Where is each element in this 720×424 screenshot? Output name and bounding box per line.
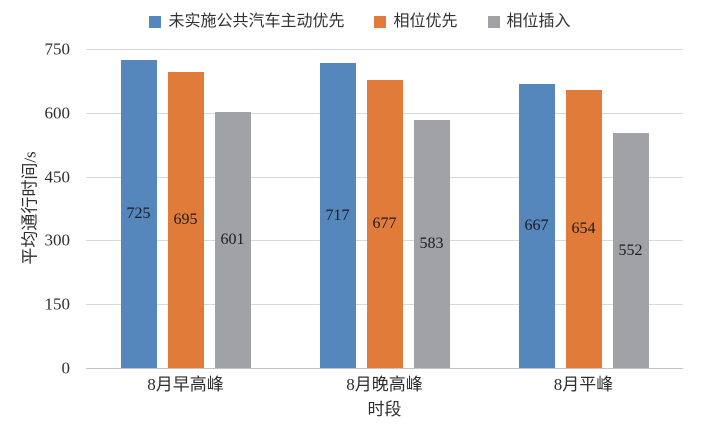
bar-value-label: 654 [571, 219, 596, 237]
bar: 601 [214, 112, 251, 368]
x-axis-labels: 8月早高峰 8月晚高峰 8月平峰 [86, 375, 683, 395]
x-axis-line [86, 368, 683, 369]
y-tick-label: 750 [44, 39, 71, 59]
legend-item: 相位插入 [487, 13, 571, 30]
bar-group: 667 654 552 [484, 49, 683, 368]
legend-swatch-icon [149, 16, 162, 28]
gridline [86, 49, 683, 50]
x-category-label: 8月晚高峰 [346, 375, 423, 394]
bar-value-label: 677 [372, 215, 397, 233]
bar-value-label: 717 [325, 206, 350, 224]
bar: 654 [565, 89, 602, 368]
x-axis-title: 时段 [367, 400, 402, 419]
bar-value-label: 695 [173, 211, 198, 229]
bar-value-label: 552 [618, 241, 643, 259]
y-tick-labels: 0 150 300 450 600 750 [0, 41, 76, 377]
y-tick-label: 600 [44, 103, 71, 123]
x-category-label: 8月早高峰 [147, 375, 224, 394]
y-tick-label: 150 [44, 294, 71, 314]
y-tick-label: 450 [44, 167, 71, 187]
bar-value-label: 667 [524, 217, 549, 235]
bar: 583 [413, 120, 450, 368]
y-tick-label: 300 [44, 230, 71, 250]
bar-groups: 725 695 601 717 677 583 667 654 552 [86, 49, 683, 368]
y-axis-title: 平均通行时间/s [20, 151, 40, 265]
legend: 未实施公共汽车主动优先 相位优先 相位插入 [0, 14, 720, 30]
legend-swatch-icon [374, 16, 387, 28]
bar: 717 [319, 63, 356, 368]
bar-group: 725 695 601 [86, 49, 285, 368]
bar-value-label: 601 [220, 231, 245, 249]
y-tick-label: 0 [61, 358, 71, 378]
legend-swatch-icon [487, 16, 500, 28]
plot-area: 725 695 601 717 677 583 667 654 552 [86, 49, 683, 369]
x-category-label: 8月平峰 [553, 375, 614, 394]
legend-label: 相位插入 [506, 13, 571, 30]
bar: 677 [366, 80, 403, 368]
legend-label: 相位优先 [393, 13, 458, 30]
bar-value-label: 583 [419, 235, 444, 253]
bar: 725 [120, 59, 157, 368]
bar: 552 [612, 133, 649, 368]
legend-label: 未实施公共汽车主动优先 [168, 13, 345, 30]
bar: 667 [518, 84, 555, 368]
bar-value-label: 725 [126, 204, 151, 222]
legend-item: 相位优先 [374, 13, 458, 30]
bar-group: 717 677 583 [285, 49, 484, 368]
bar: 695 [167, 72, 204, 368]
legend-item: 未实施公共汽车主动优先 [149, 14, 344, 30]
